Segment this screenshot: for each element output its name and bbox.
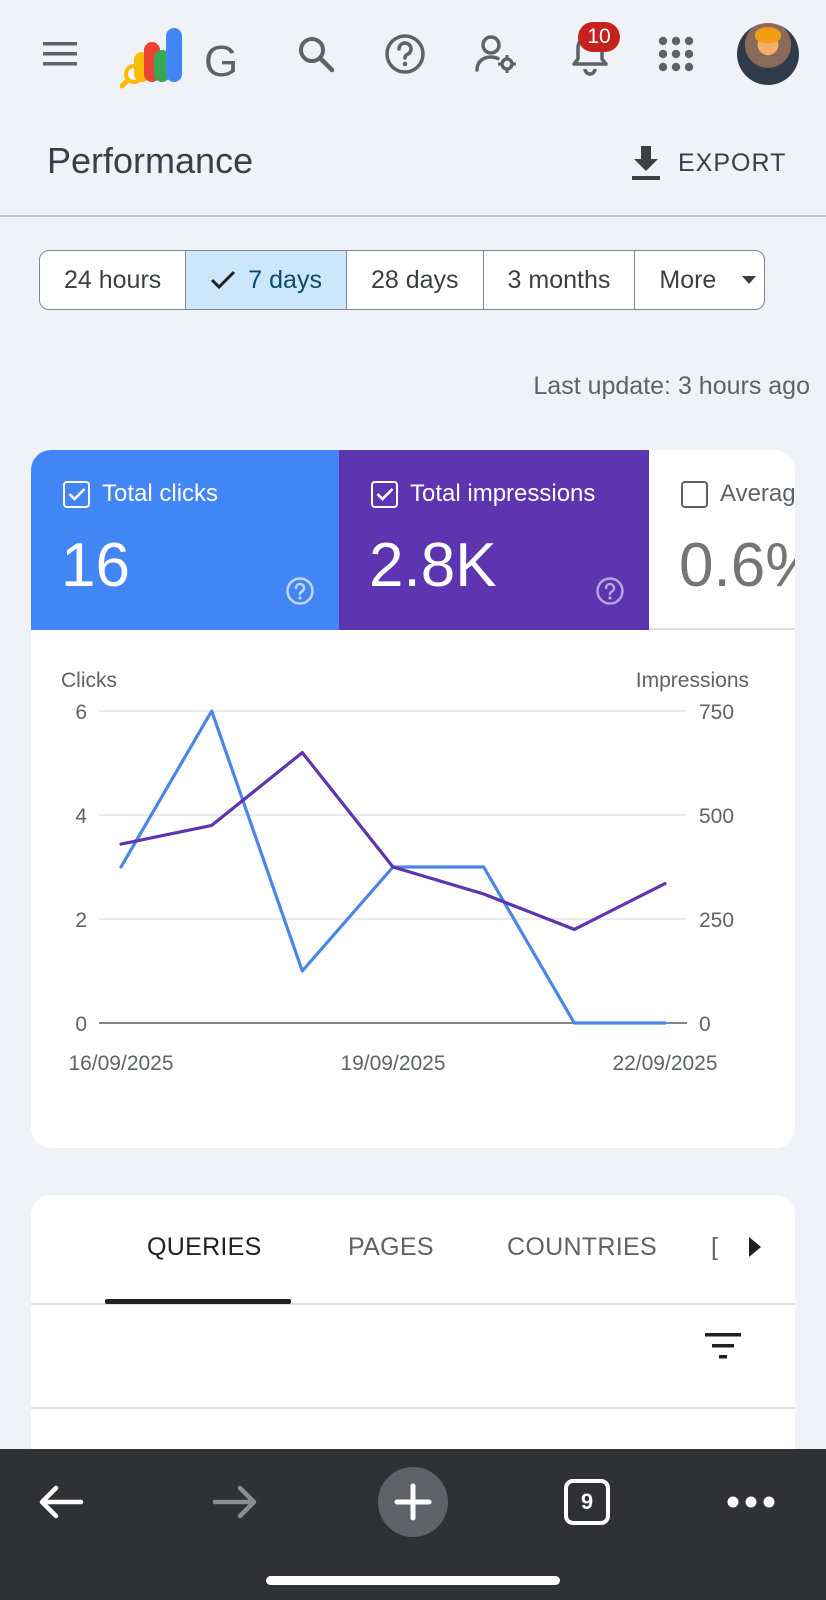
export-label: EXPORT <box>678 148 787 177</box>
checkbox-checked-icon[interactable] <box>371 480 398 508</box>
tab-switcher-button[interactable]: 9 <box>564 1479 610 1525</box>
page-title: Performance <box>47 140 254 181</box>
y-right-tick-label: 250 <box>699 909 734 932</box>
checkbox-unchecked-icon[interactable] <box>681 480 708 508</box>
chevron-down-icon <box>742 276 757 284</box>
date-range-selector: 24 hours 7 days 28 days 3 months More <box>39 250 766 310</box>
y-right-tick-label: 750 <box>699 701 734 724</box>
y-left-tick-label: 4 <box>75 805 87 828</box>
back-arrow-icon[interactable] <box>26 1467 96 1537</box>
browser-bottom-bar: 9 <box>0 1449 826 1600</box>
range-label: 24 hours <box>64 265 162 294</box>
app-name-fragment: G <box>204 37 238 86</box>
metric-total-clicks[interactable]: Total clicks 16 <box>31 450 339 630</box>
y-right-tick-label: 0 <box>699 1013 711 1036</box>
check-icon <box>211 270 236 290</box>
x-tick-label: 19/09/2025 <box>340 1052 445 1075</box>
metric-value: 2.8K <box>369 531 497 600</box>
metric-value: 0.6% <box>679 531 795 600</box>
x-tick-label: 22/09/2025 <box>612 1052 717 1075</box>
menu-icon[interactable] <box>24 18 96 90</box>
range-more-dropdown[interactable]: More <box>635 251 764 309</box>
y-left-tick-label: 2 <box>75 909 87 932</box>
new-tab-button[interactable] <box>378 1467 448 1537</box>
more-options-icon[interactable] <box>716 1467 786 1537</box>
chevron-right-icon[interactable] <box>749 1237 761 1257</box>
plus-icon <box>394 1483 432 1521</box>
report-tabs-card: QUERIES PAGES COUNTRIES [ <box>31 1195 795 1455</box>
forward-arrow-icon[interactable] <box>200 1467 270 1537</box>
performance-card: Total clicks 16 Total impressions 2.8K A… <box>31 450 795 1148</box>
divider <box>31 1407 795 1409</box>
help-icon[interactable] <box>285 576 315 606</box>
export-button[interactable]: EXPORT <box>630 140 786 186</box>
y-right-axis-label: Impressions <box>636 669 749 692</box>
y-left-tick-label: 0 <box>75 1013 87 1036</box>
metric-label: Total clicks <box>102 480 219 507</box>
tab-overflow[interactable]: [ <box>711 1233 718 1261</box>
range-label: More <box>659 265 717 294</box>
help-icon[interactable] <box>369 18 441 90</box>
y-right-tick-label: 500 <box>699 805 734 828</box>
range-label: 3 months <box>507 265 611 294</box>
tab-countries[interactable]: COUNTRIES <box>507 1233 657 1261</box>
home-indicator <box>266 1576 560 1585</box>
last-update-text: Last update: 3 hours ago <box>533 372 810 400</box>
report-tabs: QUERIES PAGES COUNTRIES [ <box>31 1195 795 1305</box>
download-icon <box>632 146 660 180</box>
metric-value: 16 <box>61 531 130 600</box>
filter-icon[interactable] <box>703 1331 743 1361</box>
notification-count-badge: 10 <box>578 22 620 52</box>
series-line-impressions <box>119 750 667 931</box>
range-3-months[interactable]: 3 months <box>484 251 636 309</box>
tab-pages[interactable]: PAGES <box>348 1233 434 1261</box>
page-header: Performance EXPORT <box>0 120 826 217</box>
range-28-days[interactable]: 28 days <box>347 251 484 309</box>
range-label: 7 days <box>248 265 322 294</box>
tab-queries[interactable]: QUERIES <box>147 1233 262 1261</box>
manage-users-icon[interactable] <box>460 18 532 90</box>
search-icon[interactable] <box>280 18 352 90</box>
metric-average-ctr[interactable]: Averag 0.6% <box>649 450 795 630</box>
avatar[interactable] <box>737 23 799 85</box>
metric-label: Total impressions <box>410 480 596 507</box>
range-label: 28 days <box>370 265 459 294</box>
metric-label: Averag <box>720 480 795 507</box>
range-7-days[interactable]: 7 days <box>186 251 347 309</box>
search-console-logo[interactable]: G <box>119 26 250 90</box>
range-24-hours[interactable]: 24 hours <box>40 251 187 309</box>
apps-grid-icon[interactable] <box>640 18 712 90</box>
help-icon[interactable] <box>595 576 625 606</box>
y-left-tick-label: 6 <box>75 701 87 724</box>
active-tab-indicator <box>105 1299 291 1304</box>
top-app-bar: G 10 <box>0 0 826 110</box>
performance-line-chart: 0 2 4 6 0 250 500 750 Clicks Impressions 16/09/202… <box>61 669 749 1075</box>
y-left-axis-label: Clicks <box>61 669 117 692</box>
metric-total-impressions[interactable]: Total impressions 2.8K <box>339 450 649 630</box>
checkbox-checked-icon[interactable] <box>63 480 90 508</box>
x-tick-label: 16/09/2025 <box>68 1052 173 1075</box>
avatar-turban <box>755 27 781 43</box>
